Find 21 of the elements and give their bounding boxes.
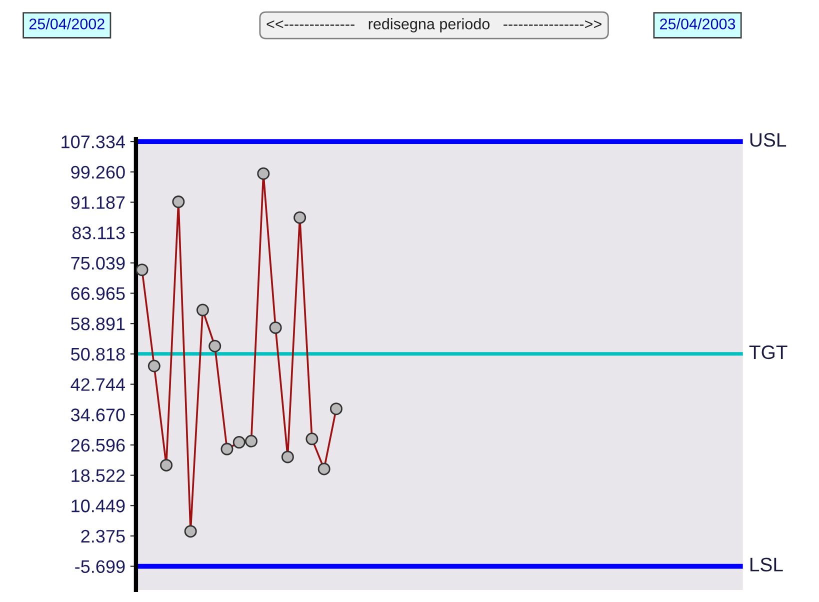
y-tick-label: 10.449 xyxy=(72,500,125,512)
y-tick-label: 107.334 xyxy=(62,136,126,148)
y-tick-label: 99.260 xyxy=(71,166,125,179)
y-tick-label: 75.039 xyxy=(71,256,125,270)
y-tick-label: 83.113 xyxy=(72,226,125,240)
y-tick-label: 34.670 xyxy=(71,408,125,422)
text: 25/04/2003 xyxy=(660,18,736,30)
y-tick-label: 26.596 xyxy=(71,438,125,452)
text: 25/04/2002 xyxy=(29,18,104,30)
ref-line-label: TGT xyxy=(749,345,788,360)
y-tick-label: 91.187 xyxy=(71,196,125,209)
y-tick-label: 58.891 xyxy=(71,318,125,330)
text: <<-------------- redisegna periodo ---------------->> xyxy=(266,18,602,32)
y-tick-label: -5.699 xyxy=(75,560,125,574)
y-tick-label: 50.818 xyxy=(71,348,125,361)
y-tick-label: 42.744 xyxy=(70,378,126,391)
y-tick-label: 2.375 xyxy=(81,530,125,543)
ref-line-label: USL xyxy=(750,133,786,147)
y-tick-label: 18.522 xyxy=(72,469,125,482)
ref-line-label: LSL xyxy=(750,558,783,572)
y-tick-label: 66.965 xyxy=(71,287,125,300)
